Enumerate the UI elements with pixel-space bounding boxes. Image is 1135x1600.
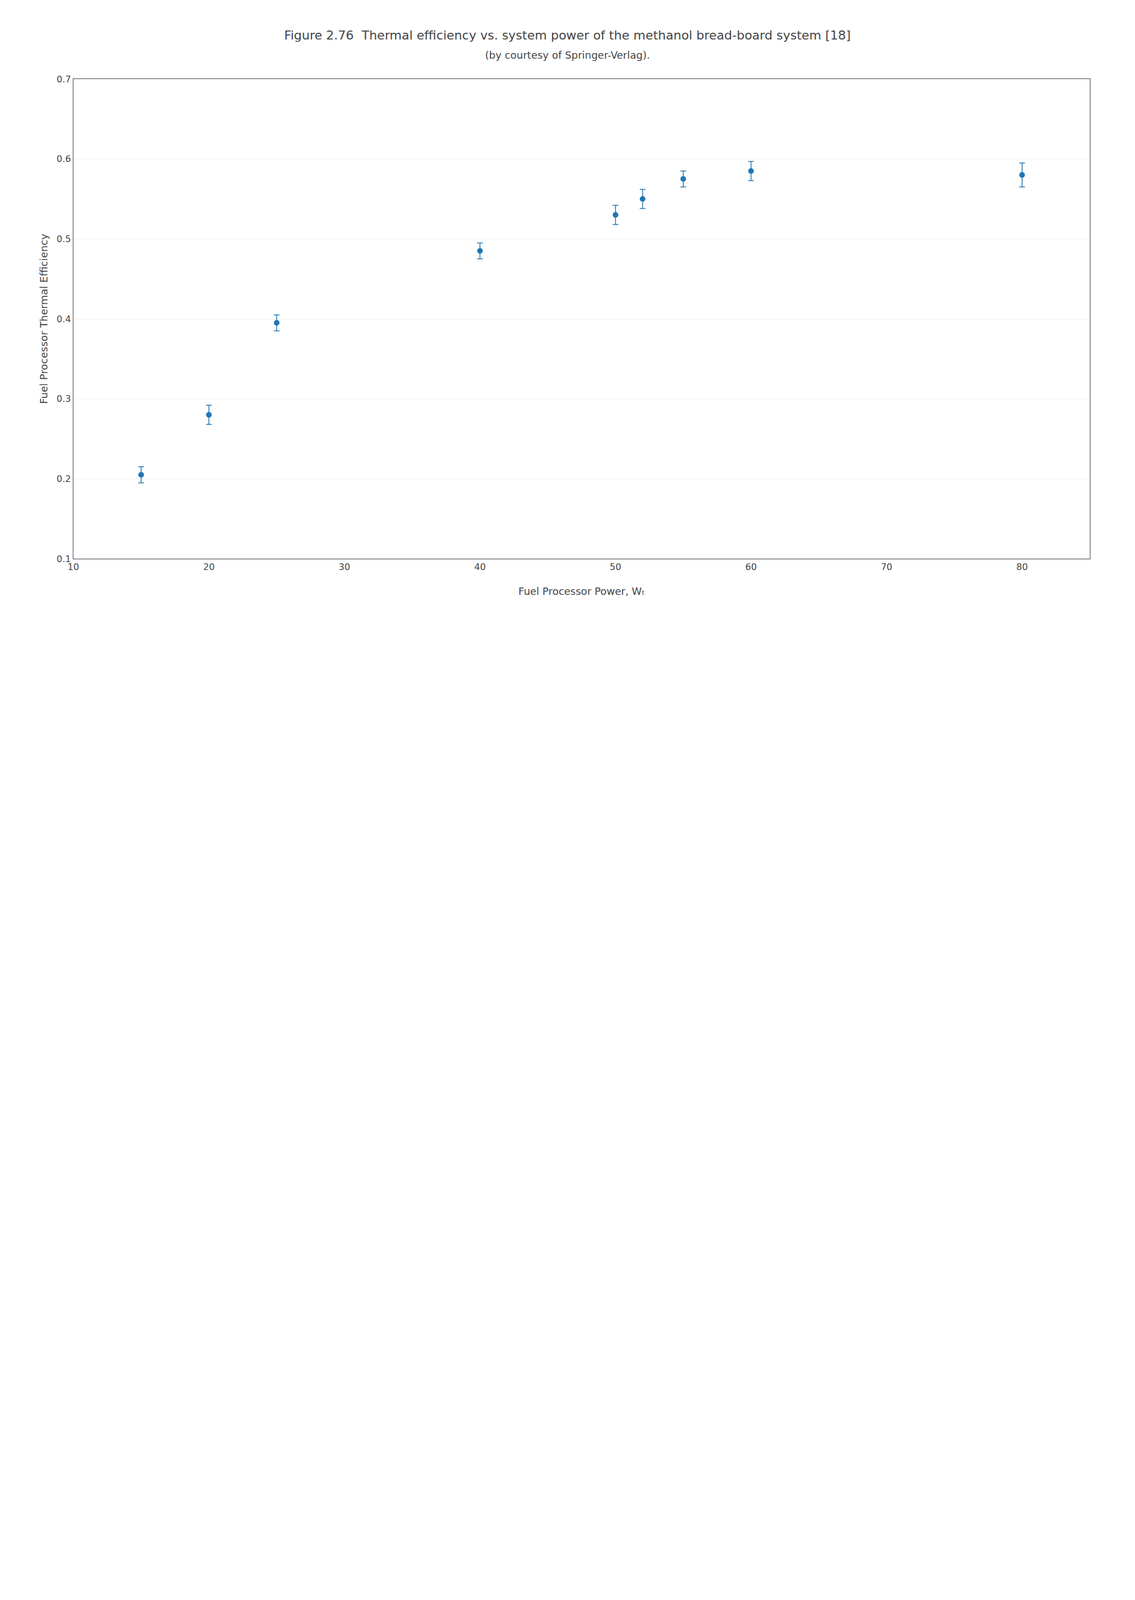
svg-text:0.2: 0.2 — [56, 473, 71, 485]
svg-text:Fuel Processor Power, Wₜ: Fuel Processor Power, Wₜ — [518, 585, 646, 598]
svg-text:Figure 2.76 Thermal efficienc: Figure 2.76 Thermal efficiency vs. syste… — [284, 28, 852, 43]
svg-text:0.1: 0.1 — [56, 553, 71, 565]
svg-text:0.7: 0.7 — [56, 73, 71, 85]
svg-text:20: 20 — [203, 561, 215, 573]
svg-text:40: 40 — [474, 561, 486, 573]
svg-text:10: 10 — [67, 561, 80, 573]
svg-text:0.6: 0.6 — [56, 153, 71, 165]
svg-text:80: 80 — [1016, 561, 1028, 573]
svg-text:30: 30 — [338, 561, 350, 573]
svg-text:60: 60 — [745, 561, 757, 573]
svg-text:Fuel Processor Thermal Efficie: Fuel Processor Thermal Efficiency — [37, 233, 50, 405]
svg-text:50: 50 — [609, 561, 621, 573]
svg-text:70: 70 — [881, 561, 893, 573]
svg-text:0.3: 0.3 — [56, 393, 71, 405]
svg-text:(by courtesy of Springer-Verla: (by courtesy of Springer-Verlag). — [485, 49, 651, 61]
svg-text:0.5: 0.5 — [56, 233, 71, 245]
svg-text:0.4: 0.4 — [56, 313, 71, 325]
